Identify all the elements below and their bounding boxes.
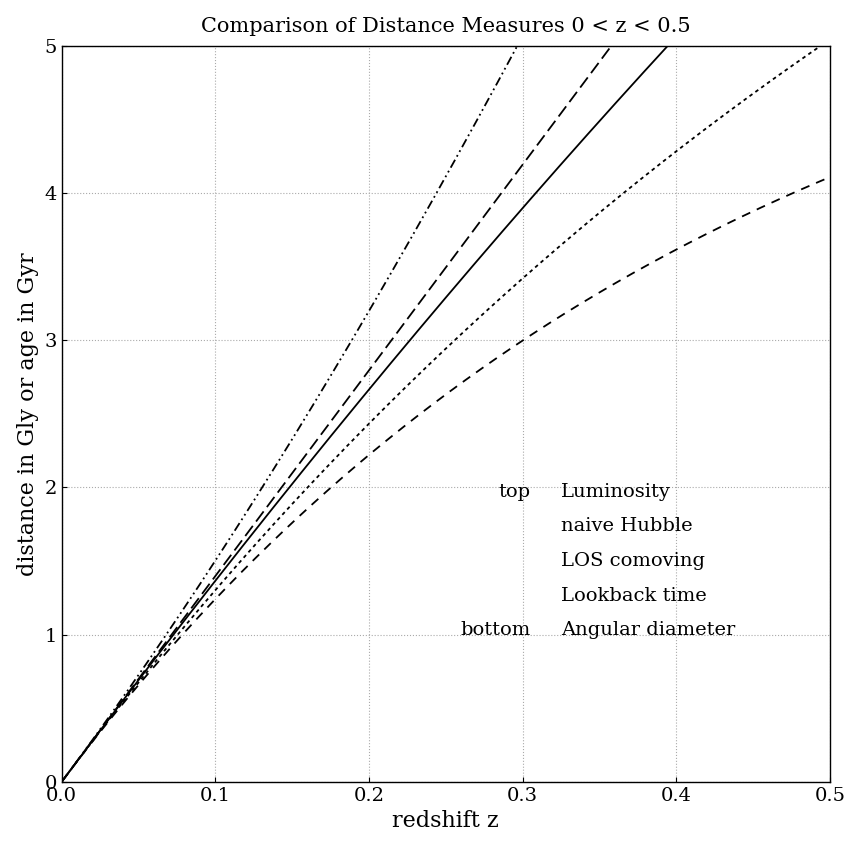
X-axis label: redshift z: redshift z	[392, 810, 499, 832]
Text: bottom: bottom	[460, 621, 530, 639]
Text: naive Hubble: naive Hubble	[561, 517, 691, 536]
Title: Comparison of Distance Measures 0 < z < 0.5: Comparison of Distance Measures 0 < z < …	[201, 17, 690, 36]
Text: Angular diameter: Angular diameter	[561, 621, 734, 639]
Text: Lookback time: Lookback time	[561, 587, 706, 604]
Y-axis label: distance in Gly or age in Gyr: distance in Gly or age in Gyr	[16, 252, 39, 576]
Text: LOS comoving: LOS comoving	[561, 552, 704, 570]
Text: top: top	[498, 483, 530, 501]
Text: Luminosity: Luminosity	[561, 483, 670, 501]
